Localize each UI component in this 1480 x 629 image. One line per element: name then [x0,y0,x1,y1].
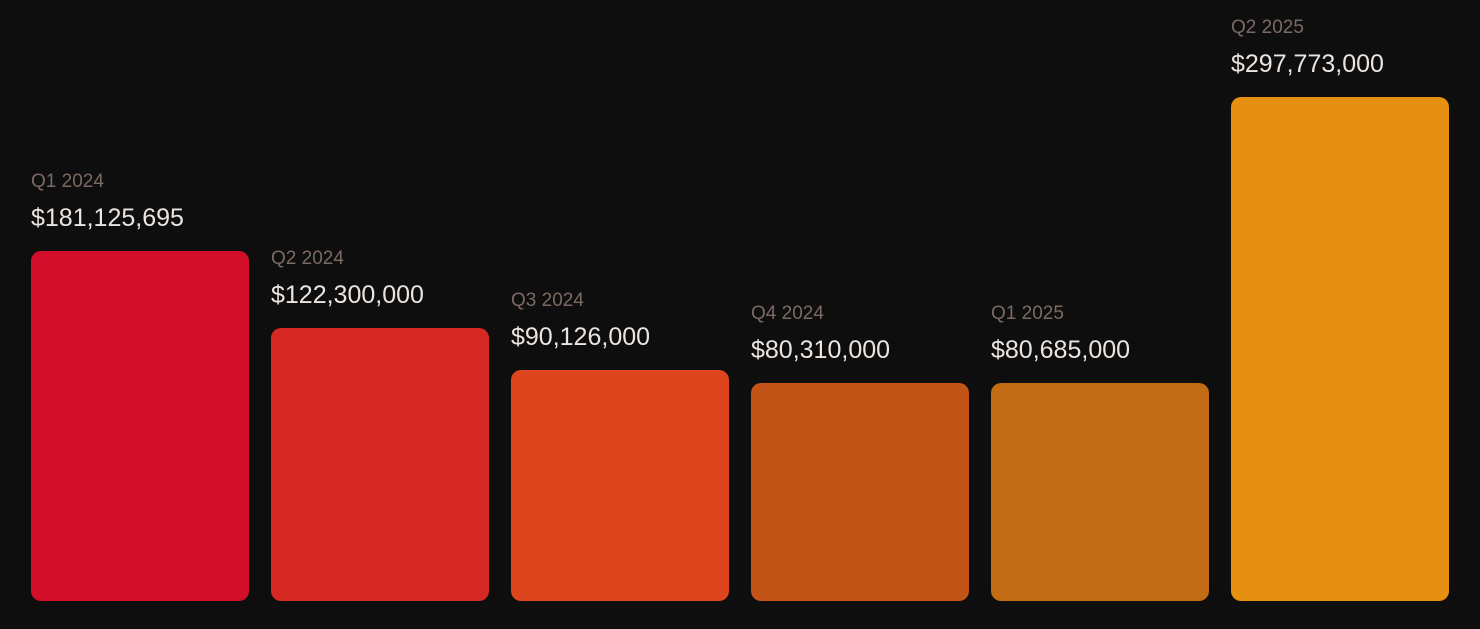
value-label: $80,685,000 [991,335,1131,364]
bar [31,250,249,601]
bar [1231,97,1449,601]
category-label: Q3 2024 [511,290,584,312]
bar [271,328,489,601]
category-label: Q2 2025 [1231,17,1304,39]
category-label: Q1 2025 [991,302,1064,324]
value-label: $122,300,000 [271,281,424,310]
value-label: $181,125,695 [31,203,184,232]
category-label: Q2 2024 [271,248,344,270]
category-label: Q1 2024 [31,170,104,192]
bar [511,370,729,601]
bar [991,382,1209,601]
value-label: $90,126,000 [511,323,651,352]
category-label: Q4 2024 [751,303,824,325]
value-label: $80,310,000 [751,336,891,365]
bar [751,383,969,601]
value-label: $297,773,000 [1231,50,1384,79]
